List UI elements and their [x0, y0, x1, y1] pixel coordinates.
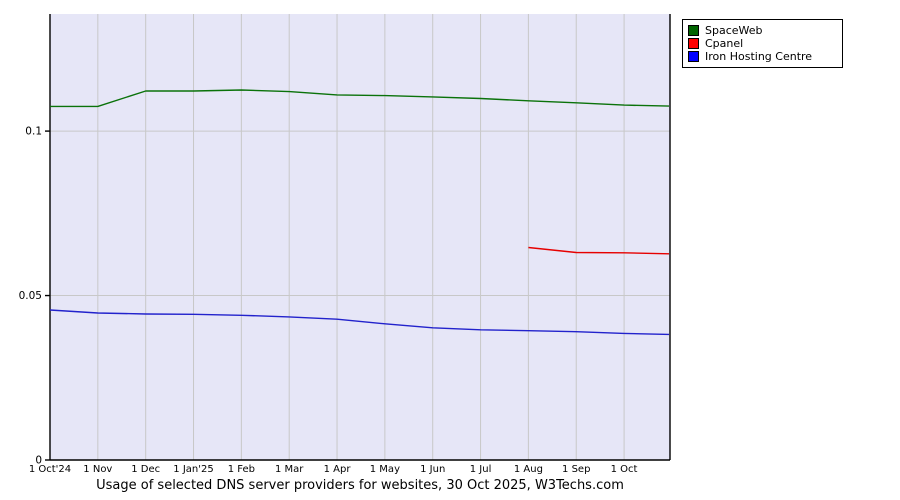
x-tick-label: 1 Dec	[131, 464, 160, 475]
y-axis-ticks: 0 0.05 0.1	[19, 126, 50, 467]
x-tick-label: 1 Apr	[324, 464, 352, 475]
series-spaceweb	[50, 89, 670, 108]
gridlines	[50, 14, 670, 460]
plot-area	[50, 14, 670, 460]
legend-label-spaceweb: SpaceWeb	[705, 24, 763, 37]
series-iron-hosting-centre	[49, 309, 670, 336]
series-cpanel	[528, 246, 670, 255]
legend-swatch-spaceweb	[688, 25, 699, 36]
chart-caption: Usage of selected DNS server providers f…	[96, 478, 624, 493]
legend-item: Iron Hosting Centre	[688, 50, 836, 63]
x-tick-label: 1 Aug	[514, 464, 543, 475]
x-tick-label: 1 Nov	[83, 464, 112, 475]
y-tick-label: 0	[35, 455, 42, 467]
x-tick-label: 1 Jan'25	[173, 464, 213, 475]
x-tick-label: 1 Sep	[562, 464, 590, 475]
y-tick-label: 0.05	[19, 290, 42, 302]
axes	[49, 14, 671, 461]
x-tick-label: 1 Oct	[611, 464, 638, 475]
x-axis-labels: 1 Oct'24 1 Nov 1 Dec 1 Jan'25 1 Feb 1 Mar 1 Ap…	[29, 464, 638, 475]
legend-swatch-cpanel	[688, 38, 699, 49]
legend: SpaceWeb Cpanel Iron Hosting Centre	[682, 19, 843, 68]
x-tick-label: 1 Feb	[228, 464, 255, 475]
legend-label-iron-hosting-centre: Iron Hosting Centre	[705, 50, 813, 63]
x-tick-label: 1 Oct'24	[29, 464, 71, 475]
legend-label-cpanel: Cpanel	[705, 37, 744, 50]
legend-item: Cpanel	[688, 37, 836, 50]
x-tick-label: 1 Jul	[470, 464, 492, 475]
x-tick-label: 1 May	[370, 464, 400, 475]
x-tick-label: 1 Jun	[420, 464, 445, 475]
x-tick-label: 1 Mar	[275, 464, 304, 475]
y-tick-label: 0.1	[25, 126, 42, 138]
legend-swatch-iron-hosting-centre	[688, 51, 699, 62]
legend-item: SpaceWeb	[688, 24, 836, 37]
